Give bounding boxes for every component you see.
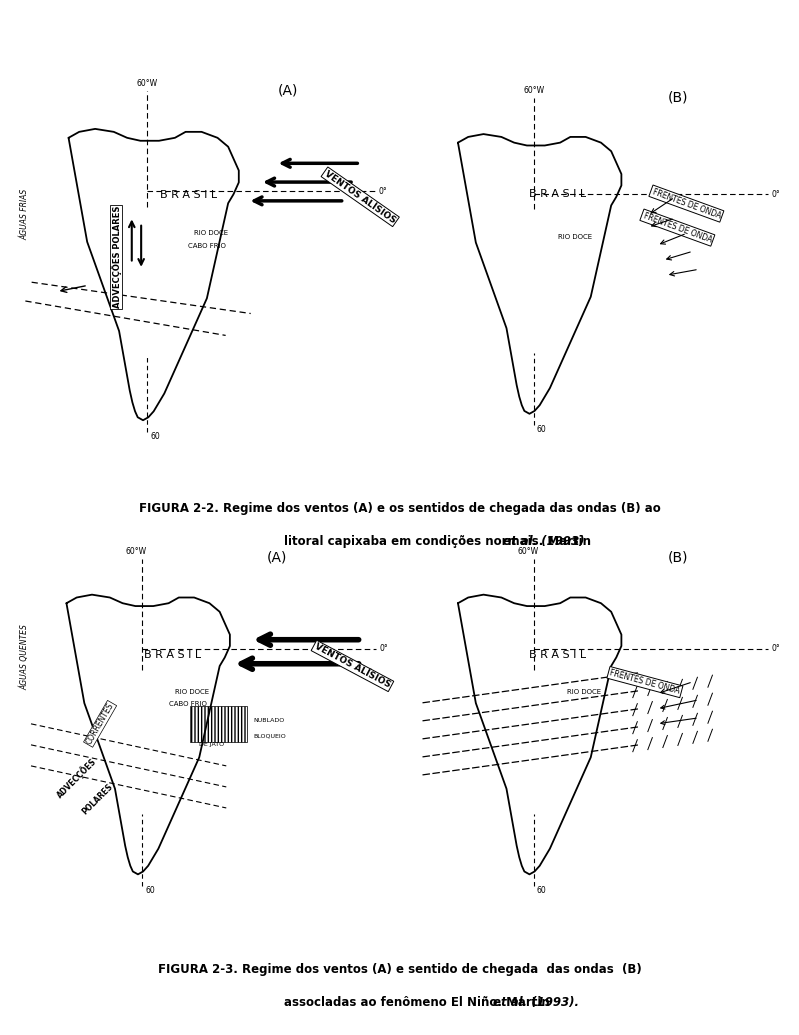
Text: 60°W: 60°W [125,546,147,556]
Text: B R A S I L: B R A S I L [529,650,586,659]
Text: 0°: 0° [380,644,388,653]
Text: ÁGUAS QUENTES: ÁGUAS QUENTES [20,624,30,689]
Text: (A): (A) [267,551,288,565]
Text: 60°W: 60°W [523,86,544,95]
Text: B R A S I L: B R A S I L [160,189,217,200]
Text: B R A S I L: B R A S I L [144,650,201,659]
Text: 60°W: 60°W [517,546,539,556]
Text: 0°: 0° [771,189,780,199]
Text: FRENTES DE ONDA: FRENTES DE ONDA [642,211,713,244]
Text: 60: 60 [145,886,155,895]
Text: VENTOS ALÍSIOS: VENTOS ALÍSIOS [323,169,397,225]
Text: ADVECÇÕES: ADVECÇÕES [54,756,98,800]
Text: assocladas ao fenômeno El Niño. Martin: assocladas ao fenômeno El Niño. Martin [284,996,554,1009]
Text: CABO FRIO: CABO FRIO [188,243,226,248]
Text: 60: 60 [150,433,161,442]
Text: (B): (B) [668,551,688,565]
Text: FIGURA 2-3. Regime dos ventos (A) e sentido de chegada  das ondas  (B): FIGURA 2-3. Regime dos ventos (A) e sent… [157,963,642,976]
Text: NUBLADO: NUBLADO [253,718,284,723]
Text: B R A S I L: B R A S I L [529,189,586,199]
Text: RIO DOCE: RIO DOCE [558,234,592,240]
Text: FRENTES DE ONDA: FRENTES DE ONDA [609,669,681,696]
Text: 60: 60 [537,425,547,435]
Text: POLARES: POLARES [80,781,114,816]
Text: 0°: 0° [379,187,388,196]
Text: et al. (1993).: et al. (1993). [493,996,579,1009]
Text: CABO FRIO: CABO FRIO [169,701,207,707]
Text: (B): (B) [668,90,688,105]
Text: CORRENTES: CORRENTES [85,702,116,746]
Text: 60: 60 [537,886,547,895]
Text: 0°: 0° [771,644,780,653]
Text: ÁGUAS FRIAS: ÁGUAS FRIAS [21,189,30,240]
Text: litoral capixaba em condições normais. Martin: litoral capixaba em condições normais. M… [284,535,594,549]
Text: FIGURA 2-2. Regime dos ventos (A) e os sentidos de chegada das ondas (B) ao: FIGURA 2-2. Regime dos ventos (A) e os s… [138,502,661,515]
Text: (A): (A) [278,84,299,97]
Text: et al. (1993): et al. (1993) [503,535,585,549]
Text: ADVECÇÕES POLARES: ADVECÇÕES POLARES [110,206,121,308]
Text: DE JATO: DE JATO [199,742,224,747]
Text: FRENTES DE ONDA: FRENTES DE ONDA [651,187,722,220]
Text: RIO DOCE: RIO DOCE [175,688,209,694]
Text: RIO DOCE: RIO DOCE [194,230,229,236]
Text: 60°W: 60°W [137,80,158,88]
Text: BLOQUEIO: BLOQUEIO [253,734,286,738]
Text: RIO DOCE: RIO DOCE [566,688,601,694]
Text: VENTOS ALÍSIOS: VENTOS ALÍSIOS [313,642,392,689]
